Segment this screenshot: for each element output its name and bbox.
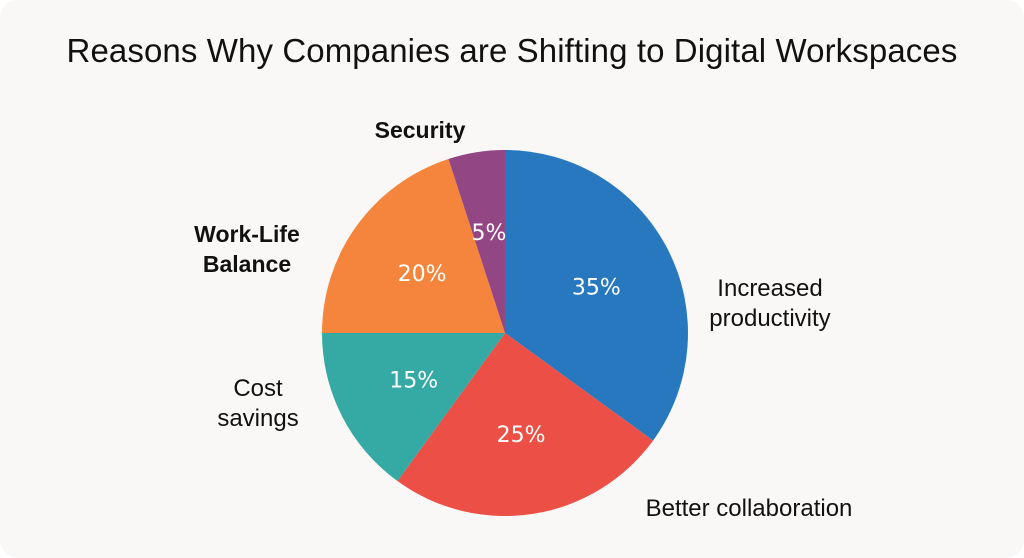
slice-name-security: Security: [375, 117, 466, 143]
pie-slice-increased-productivity: [505, 150, 688, 441]
slice-value-label: 35%: [572, 275, 621, 300]
pie-slice-cost-savings: [322, 333, 505, 482]
slice-name-work-life-balance: Work-Life Balance: [194, 221, 300, 277]
pie-slice-security: [448, 150, 505, 333]
slice-value-label: 20%: [398, 262, 447, 287]
slice-name-increased-productivity: Increased productivity: [709, 275, 830, 332]
pie-slice-better-collaboration: [397, 333, 654, 516]
pie-slice-work-life-balance: [322, 158, 505, 333]
slice-name-better-collaboration: Better collaboration: [646, 495, 853, 522]
chart-title: Reasons Why Companies are Shifting to Di…: [66, 32, 958, 69]
slice-value-label: 5%: [472, 221, 507, 246]
slice-value-label: 25%: [497, 423, 546, 448]
slice-name-cost-savings: Cost savings: [217, 375, 298, 432]
slice-value-label: 15%: [389, 369, 438, 394]
